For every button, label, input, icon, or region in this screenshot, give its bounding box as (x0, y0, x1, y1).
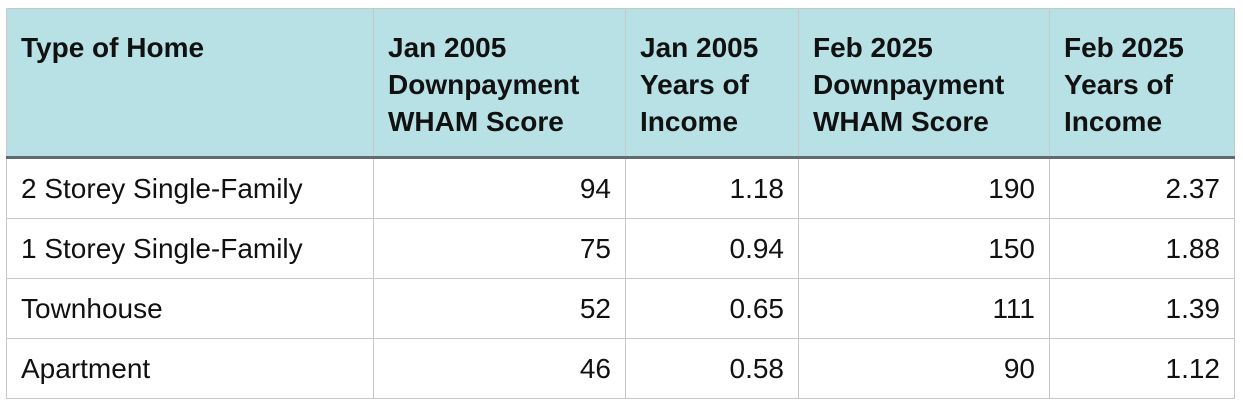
header-text: WHAM Score (813, 106, 989, 137)
cell-value: 1.12 (1049, 338, 1235, 399)
header-text: Years of (640, 69, 749, 100)
header-text: Feb 2025 (1064, 32, 1184, 63)
table-body: 2 Storey Single-Family 94 1.18 190 2.37 1 Sto… (6, 157, 1235, 399)
data-table: Type of Home Jan 2005 Downpayment WHAM Scor… (6, 8, 1235, 399)
header-cell: Jan 2005 Downpayment WHAM Score (373, 8, 626, 159)
cell-value: 150 (798, 218, 1050, 279)
cell-value: 0.65 (625, 278, 799, 339)
cell-value: 190 (798, 157, 1050, 219)
header-text: Income (1064, 106, 1163, 137)
cell-value: 0.58 (625, 338, 799, 399)
table-header: Type of Home Jan 2005 Downpayment WHAM Scor… (6, 8, 1235, 159)
header-text: Income (640, 106, 739, 137)
table-row: Townhouse 52 0.65 111 1.39 (6, 278, 1235, 339)
row-label: Townhouse (6, 278, 374, 339)
header-cell: Type of Home (6, 8, 374, 159)
cell-value: 94 (373, 157, 626, 219)
header-row: Type of Home Jan 2005 Downpayment WHAM Scor… (6, 8, 1235, 159)
header-text: Years of (1064, 69, 1173, 100)
header-text: Jan 2005 (388, 32, 507, 63)
table-row: Apartment 46 0.58 90 1.12 (6, 338, 1235, 399)
cell-value: 2.37 (1049, 157, 1235, 219)
cell-value: 1.18 (625, 157, 799, 219)
cell-value: 90 (798, 338, 1050, 399)
cell-value: 52 (373, 278, 626, 339)
row-label: 1 Storey Single-Family (6, 218, 374, 279)
table-row: 1 Storey Single-Family 75 0.94 150 1.88 (6, 218, 1235, 279)
header-text: Jan 2005 (640, 32, 759, 63)
header-text: Type of Home (21, 32, 205, 63)
cell-value: 46 (373, 338, 626, 399)
header-text: Downpayment (388, 69, 580, 100)
cell-value: 1.88 (1049, 218, 1235, 279)
header-cell: Jan 2005 Years of Income (625, 8, 799, 159)
row-label: 2 Storey Single-Family (6, 157, 374, 219)
cell-value: 75 (373, 218, 626, 279)
table-row: 2 Storey Single-Family 94 1.18 190 2.37 (6, 157, 1235, 219)
cell-value: 111 (798, 278, 1050, 339)
header-text: Downpayment (813, 69, 1005, 100)
cell-value: 0.94 (625, 218, 799, 279)
cell-value: 1.39 (1049, 278, 1235, 339)
row-label: Apartment (6, 338, 374, 399)
header-text: Feb 2025 (813, 32, 933, 63)
header-cell: Feb 2025 Downpayment WHAM Score (798, 8, 1050, 159)
header-cell: Feb 2025 Years of Income (1049, 8, 1235, 159)
header-text: WHAM Score (388, 106, 564, 137)
